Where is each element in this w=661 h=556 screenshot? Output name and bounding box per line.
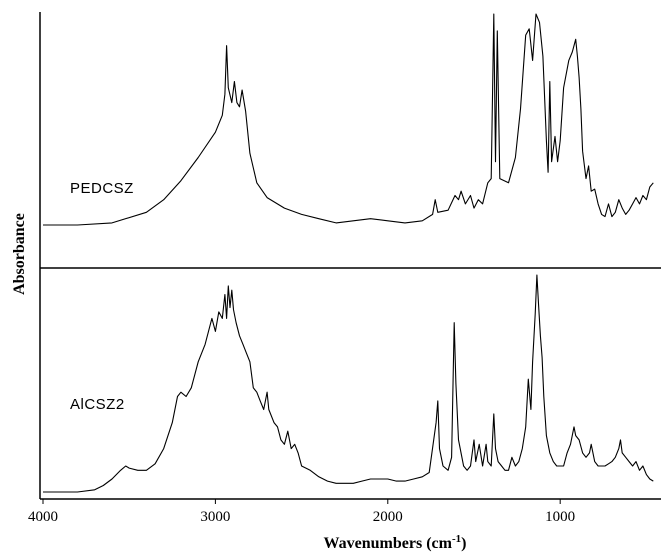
x-tick-label: 1000 xyxy=(545,509,575,525)
y-axis-title: Absorbance xyxy=(11,213,28,295)
x-tick-label: 3000 xyxy=(200,509,230,525)
series-label-alcsz2: AlCSZ2 xyxy=(70,396,125,413)
spectrum-line-pedcsz xyxy=(43,13,654,226)
x-axis-title-main: Wavenumbers (cm xyxy=(324,535,453,552)
x-axis-title-superscript: -1 xyxy=(452,533,461,545)
x-axis-title: Wavenumbers (cm-1) xyxy=(324,533,467,552)
series-label-pedcsz: PEDCSZ xyxy=(70,180,134,197)
x-tick-label: 2000 xyxy=(373,509,403,525)
spectrum-line-alcsz2 xyxy=(43,274,654,493)
x-axis-title-close: ) xyxy=(461,535,466,552)
x-tick-group: 4000 3000 2000 1000 xyxy=(28,499,575,525)
x-tick-label: 4000 xyxy=(28,509,58,525)
